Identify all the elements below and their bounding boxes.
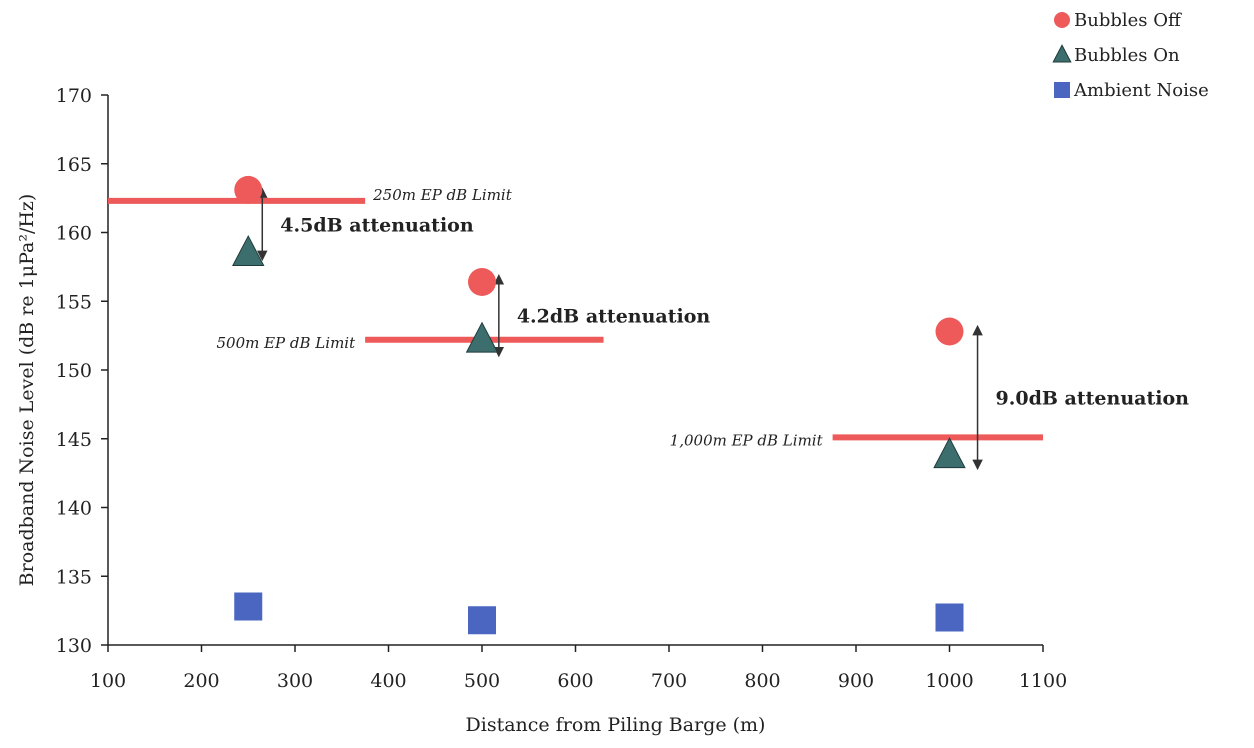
ambient-noise-point [234,592,263,621]
legend-bubbles-on-label: Bubbles On [1074,45,1180,66]
legend-ambient-noise-marker [1054,82,1070,98]
y-tick-label: 150 [56,360,92,382]
y-tick-label: 170 [56,85,92,107]
x-tick-label: 1100 [1019,670,1067,692]
legend-bubbles-on-marker [1052,44,1072,63]
axes: 100 200 300 400 500 600 700 800 900 1000 1100 130 13… [16,85,1067,736]
x-tick-label: 800 [744,670,780,692]
x-tick-label: 900 [838,670,874,692]
x-tick-label: 1000 [925,670,973,692]
ambient-noise-point [468,606,496,635]
x-tick-label: 300 [277,670,313,692]
attenuation-label: 4.5dB attenuation [280,214,474,236]
attenuation-label: 4.2dB attenuation [517,306,711,328]
data-points [232,175,966,635]
bubbles-on-point [933,437,966,469]
limit-line-label: 500m EP dB Limit [216,334,356,352]
bubbles-on-point [232,234,265,266]
bubbles-on-point [465,321,499,353]
legend-bubbles-off-marker [1054,12,1070,28]
x-tick-label: 500 [464,670,500,692]
y-tick-label: 135 [56,566,92,588]
x-axis-title: Distance from Piling Barge (m) [466,714,766,736]
limit-line-label: 1,000m EP dB Limit [670,431,824,449]
y-tick-label: 130 [56,635,92,657]
x-tick-label: 100 [90,670,126,692]
attenuation-arrows: 4.5dB attenuation 4.2dB attenuation 9.0dB … [257,187,1190,471]
limit-lines: 250m EP dB Limit 500m EP dB Limit 1,000m E… [108,186,1043,449]
y-tick-label: 165 [56,154,92,176]
y-tick-label: 145 [56,429,92,451]
legend-bubbles-off-label: Bubbles Off [1074,10,1182,31]
attenuation-label: 9.0dB attenuation [996,388,1190,410]
bubbles-off-point [935,317,964,346]
legend-ambient-noise-label: Ambient Noise [1073,80,1209,101]
x-tick-label: 600 [557,670,593,692]
limit-line-label: 250m EP dB Limit [372,186,513,204]
bubbles-off-point [468,268,496,296]
ambient-noise-point [935,603,964,632]
y-tick-label: 140 [56,498,92,520]
y-tick-label: 160 [56,223,92,245]
y-tick-label: 155 [56,291,92,313]
x-tick-label: 400 [370,670,406,692]
legend: Bubbles Off Bubbles On Ambient Noise [1052,10,1209,101]
y-axis-title: Broadband Noise Level (dB re 1μPa²/Hz) [16,194,38,587]
x-tick-label: 200 [183,670,219,692]
bubbles-off-point [234,175,263,204]
x-tick-label: 700 [651,670,687,692]
